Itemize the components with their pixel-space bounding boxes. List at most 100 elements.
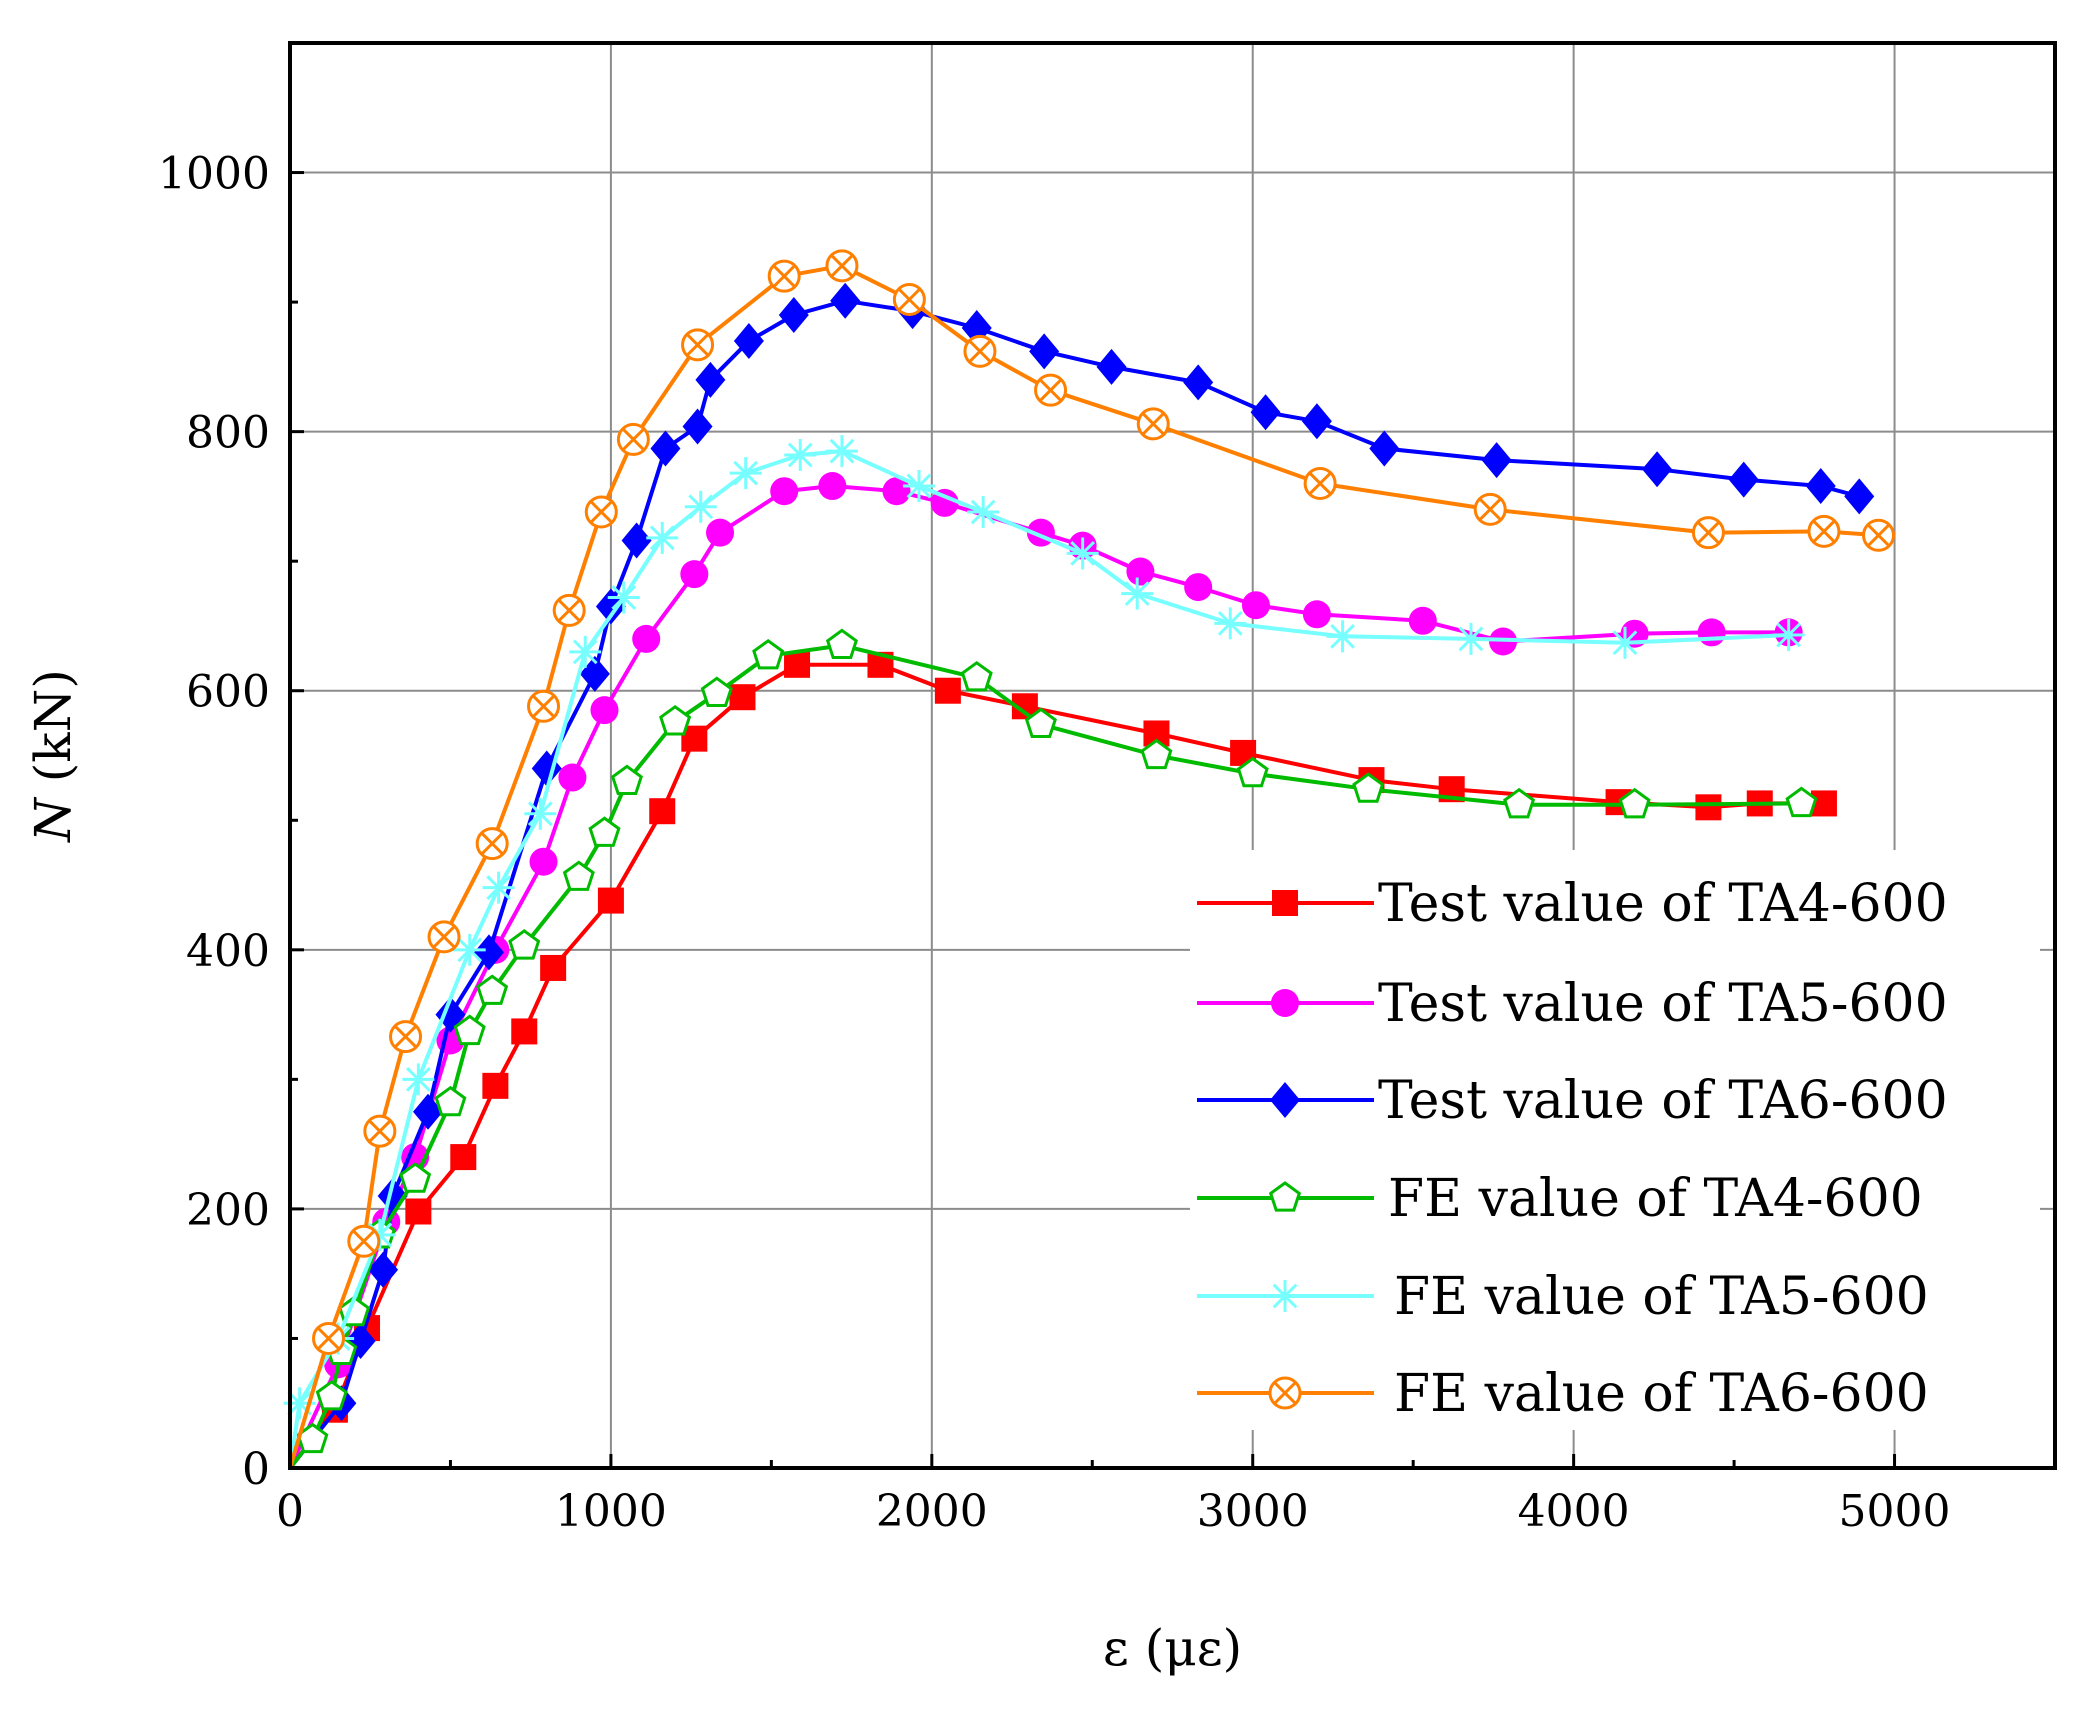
data-point: [552, 593, 586, 627]
data-point: [784, 651, 811, 678]
legend-item: FE value of TA6-600: [1197, 1364, 1929, 1424]
data-point: [934, 677, 961, 704]
data-point: [963, 334, 997, 368]
data-point: [1691, 516, 1725, 550]
data-point: [733, 322, 764, 359]
data-point: [1618, 787, 1651, 819]
plot-frame: [288, 41, 2057, 1470]
data-point: [1066, 537, 1099, 570]
tick-labels: 0 1000 2000 3000 4000 5000 0 200 400 600 800 1000: [158, 149, 1951, 1537]
data-point: [1805, 468, 1836, 505]
data-point: [1121, 577, 1154, 610]
data-point: [1140, 738, 1173, 770]
y-tick-label: 400: [186, 926, 270, 977]
legend-item: Test value of TA5-600: [1197, 974, 1948, 1034]
data-point: [1096, 348, 1127, 385]
data-point: [650, 430, 681, 467]
data-point: [1250, 394, 1281, 431]
axes: 0 1000 2000 3000 4000 5000 0 200 400 600 800 1000: [158, 41, 2057, 1537]
y-tick-label: 200: [186, 1185, 270, 1236]
legend-item: Test value of TA4-600: [1197, 874, 1948, 934]
legend-label: Test value of TA5-600: [1378, 974, 1948, 1034]
data-point: [476, 974, 509, 1005]
data-point: [681, 328, 715, 362]
data-point: [1862, 518, 1895, 552]
data-point: [680, 560, 709, 589]
data-point: [1236, 756, 1269, 788]
data-point: [453, 1014, 486, 1046]
data-point: [1608, 626, 1641, 659]
data-point: [315, 1379, 348, 1411]
data-point: [590, 696, 619, 725]
series-layer: [283, 249, 1895, 1470]
data-point: [967, 495, 1000, 528]
data-point: [475, 827, 509, 861]
data-point: [508, 929, 541, 960]
data-point: [649, 798, 676, 825]
data-point: [902, 470, 935, 503]
data-point: [1303, 466, 1337, 500]
x-tick-label: 5000: [1839, 1486, 1951, 1537]
legend-label: FE value of TA4-600: [1388, 1169, 1923, 1229]
data-point: [706, 518, 735, 547]
data-point: [770, 477, 799, 506]
data-point: [1785, 786, 1818, 818]
data-point: [427, 920, 461, 954]
data-point: [1326, 620, 1359, 653]
data-point: [347, 1224, 381, 1258]
data-point: [399, 1162, 432, 1193]
data-point: [527, 689, 561, 723]
y-tick-label: 1000: [158, 149, 270, 200]
data-point: [930, 488, 959, 517]
x-tick-label: 3000: [1197, 1486, 1309, 1537]
data-point: [511, 1018, 538, 1045]
legend-background: [1190, 850, 2040, 1430]
data-point: [818, 472, 847, 501]
data-point: [646, 521, 679, 554]
data-point: [558, 763, 587, 792]
legend-label: Test value of TA4-600: [1378, 874, 1948, 934]
legend-items: Test value of TA4-600 Test value of TA5-6…: [1197, 874, 1948, 1424]
legend: Test value of TA4-600 Test value of TA5-6…: [1190, 850, 2040, 1430]
data-point: [1241, 591, 1270, 620]
data-point: [700, 676, 733, 707]
data-point: [482, 1072, 509, 1099]
data-point: [1481, 442, 1512, 479]
data-point: [597, 887, 624, 914]
legend-marker: [1271, 989, 1299, 1017]
data-point: [825, 249, 859, 283]
data-point: [1136, 407, 1170, 441]
data-point: [1183, 364, 1214, 401]
data-point: [435, 996, 466, 1033]
data-point: [892, 283, 926, 316]
y-tick-label: 0: [242, 1444, 270, 1495]
x-axis-title: ε (με): [1103, 1619, 1242, 1677]
data-point: [1807, 514, 1841, 548]
data-point: [1034, 373, 1068, 407]
data-point: [1454, 622, 1487, 655]
data-point: [412, 1093, 443, 1130]
data-point: [1728, 461, 1759, 498]
data-point: [1301, 403, 1332, 440]
legend-marker: [1272, 890, 1298, 916]
series-6: [288, 249, 1895, 1469]
legend-item: FE value of TA4-600: [1197, 1169, 1923, 1229]
x-tick-label: 0: [276, 1486, 304, 1537]
data-point: [695, 361, 726, 398]
x-tick-label: 2000: [876, 1486, 988, 1537]
data-point: [389, 1020, 423, 1054]
data-point: [540, 954, 567, 981]
data-point: [1642, 451, 1673, 488]
data-point: [1184, 573, 1213, 602]
data-point: [1503, 787, 1536, 819]
data-point: [659, 704, 692, 736]
data-point: [1302, 600, 1331, 629]
data-point: [1473, 492, 1507, 526]
series-3: [288, 282, 1875, 1470]
data-point: [1126, 557, 1155, 586]
data-point: [434, 1085, 467, 1117]
data-point: [729, 684, 756, 711]
data-point: [632, 624, 661, 653]
series-line: [288, 449, 1789, 1469]
